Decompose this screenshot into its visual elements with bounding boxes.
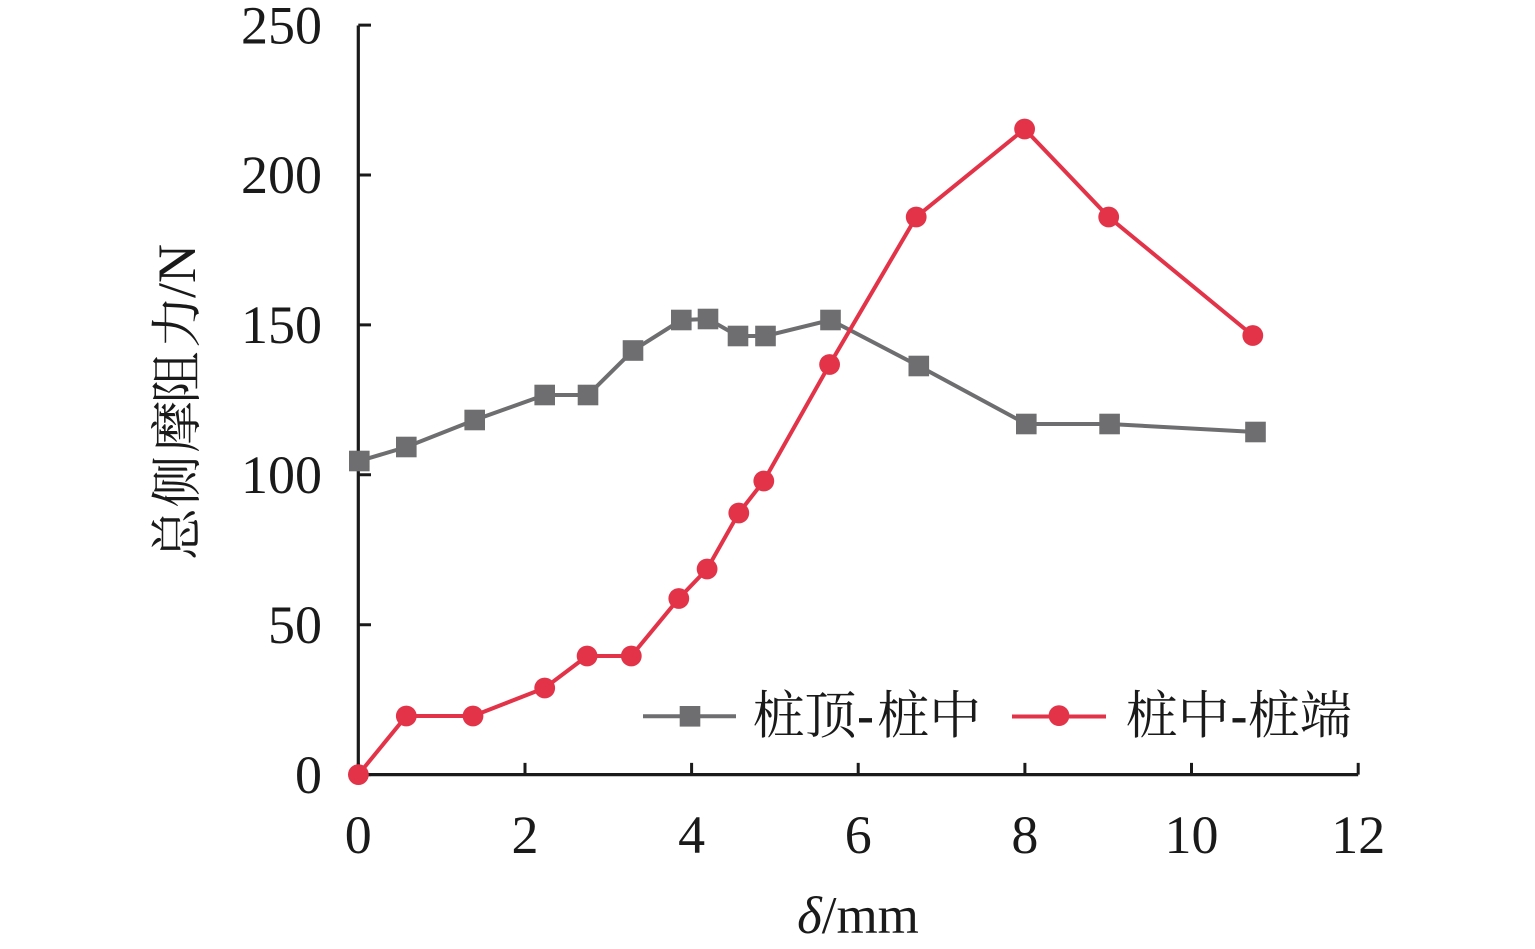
svg-text:6: 6 bbox=[845, 805, 872, 865]
svg-text:8: 8 bbox=[1011, 805, 1038, 865]
svg-text:150: 150 bbox=[241, 295, 322, 355]
svg-text:250: 250 bbox=[241, 0, 322, 55]
svg-text:0: 0 bbox=[295, 745, 322, 805]
svg-text:10: 10 bbox=[1165, 805, 1219, 865]
svg-text:4: 4 bbox=[678, 805, 705, 865]
svg-text:12: 12 bbox=[1331, 805, 1385, 865]
svg-text:100: 100 bbox=[241, 445, 322, 505]
svg-text:0: 0 bbox=[345, 805, 372, 865]
svg-text:2: 2 bbox=[512, 805, 539, 865]
svg-text:δ/mm: δ/mm bbox=[797, 887, 919, 945]
svg-text:50: 50 bbox=[268, 595, 322, 655]
svg-text:200: 200 bbox=[241, 145, 322, 205]
svg-text:/N: /N bbox=[147, 244, 207, 298]
